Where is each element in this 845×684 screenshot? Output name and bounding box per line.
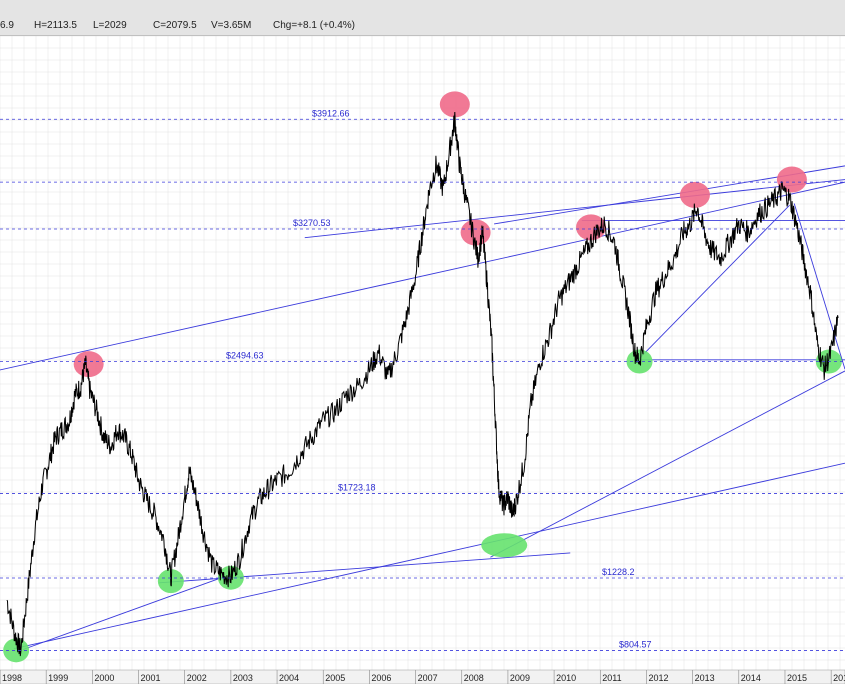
trendline — [22, 573, 232, 650]
x-tick-label: 2006 — [371, 673, 391, 683]
price-line — [6, 111, 839, 657]
trough-marker — [481, 533, 528, 558]
quote-header: 6.9 H=2113.5 L=2029 C=2079.5 V=3.65M Chg… — [0, 0, 845, 36]
trendline — [13, 462, 845, 650]
horizontal-levels: $3912.66 $3270.53 $2494.63 $1723.18 $1228.2 $… — [0, 108, 845, 651]
peak-marker — [73, 351, 104, 378]
x-tick-label: 2007 — [418, 673, 438, 683]
low-value: L=2029 — [93, 20, 127, 31]
x-tick-label: 2005 — [325, 673, 345, 683]
level-label: $2494.63 — [226, 351, 264, 361]
x-tick-label: 1999 — [48, 673, 68, 683]
trendline — [793, 203, 845, 370]
volume-value: V=3.65M — [211, 20, 252, 31]
x-tick-label: 2003 — [233, 673, 253, 683]
x-tick-label: 2013 — [695, 673, 715, 683]
x-tick-label: 2001 — [141, 673, 161, 683]
x-tick-label: 2008 — [464, 673, 484, 683]
x-tick-label: 2015 — [787, 673, 807, 683]
open-value: 6.9 — [0, 20, 14, 31]
x-tick-label: 2002 — [187, 673, 207, 683]
pivot-highlights — [3, 91, 842, 663]
plot-area — [0, 36, 845, 670]
trendlines — [0, 165, 845, 650]
x-tick-label: 2004 — [279, 673, 299, 683]
trendline — [0, 181, 845, 371]
level-label: $1723.18 — [338, 482, 376, 492]
trendline — [304, 179, 845, 239]
x-tick-label: 2010 — [556, 673, 576, 683]
high-value: H=2113.5 — [34, 20, 77, 31]
level-label: $3270.53 — [293, 218, 331, 228]
x-tick-label: 2000 — [94, 673, 114, 683]
change-value: Chg=+8.1 (+0.4%) — [273, 20, 355, 31]
close-value: C=2079.5 — [153, 20, 197, 31]
trough-marker — [3, 638, 30, 663]
x-axis: 1998 1999 2000 2001 2002 2003 2004 2005 2006 2007… — [0, 670, 845, 684]
x-tick-label: 2014 — [741, 673, 761, 683]
trendline — [636, 204, 790, 362]
x-tick-label: 2012 — [648, 673, 668, 683]
x-tick-label: 2009 — [510, 673, 530, 683]
x-tick-label: 2011 — [602, 673, 621, 683]
x-tick-label: 2016 — [833, 673, 845, 683]
peak-marker — [679, 181, 710, 208]
trendline — [490, 370, 845, 558]
x-axis-bar — [0, 669, 845, 684]
level-label: $3912.66 — [312, 108, 350, 118]
level-label: $1228.2 — [602, 567, 635, 577]
x-tick-label: 1998 — [2, 673, 22, 683]
level-label: $804.57 — [619, 639, 652, 649]
peak-marker — [439, 91, 470, 118]
